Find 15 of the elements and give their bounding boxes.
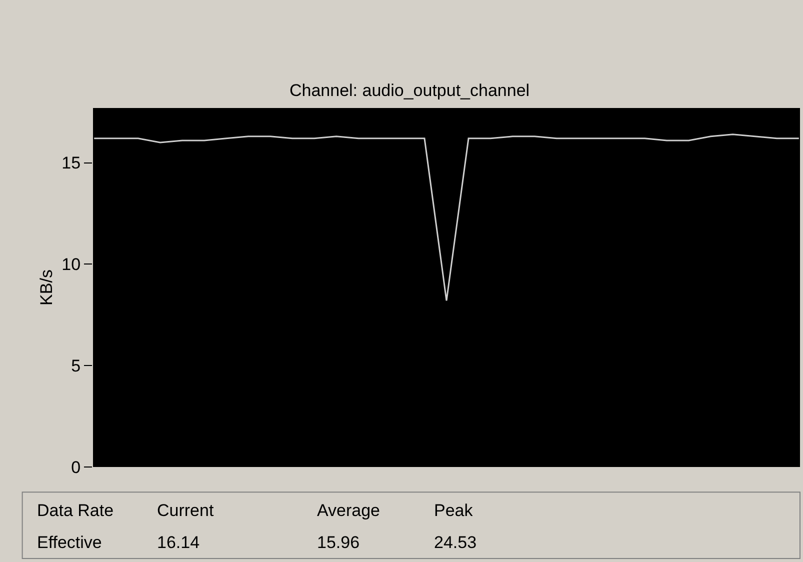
text: 24.53	[434, 533, 477, 552]
text: 15.96	[317, 533, 360, 552]
y-tick-label: 5	[71, 356, 81, 376]
y-axis-title: KB/s	[37, 270, 56, 306]
text: Average	[317, 501, 380, 520]
text: Current	[157, 501, 214, 520]
text: Data Rate	[37, 501, 114, 520]
text: Effective	[37, 533, 102, 552]
text: Peak	[434, 501, 474, 520]
text: 16.14	[157, 533, 200, 552]
chart-title: Channel: audio_output_channel	[289, 80, 530, 100]
y-tick-label: 15	[62, 154, 81, 173]
y-tick-label: 10	[62, 255, 81, 274]
line-series	[93, 134, 800, 302]
y-tick-label: 0	[71, 458, 81, 477]
